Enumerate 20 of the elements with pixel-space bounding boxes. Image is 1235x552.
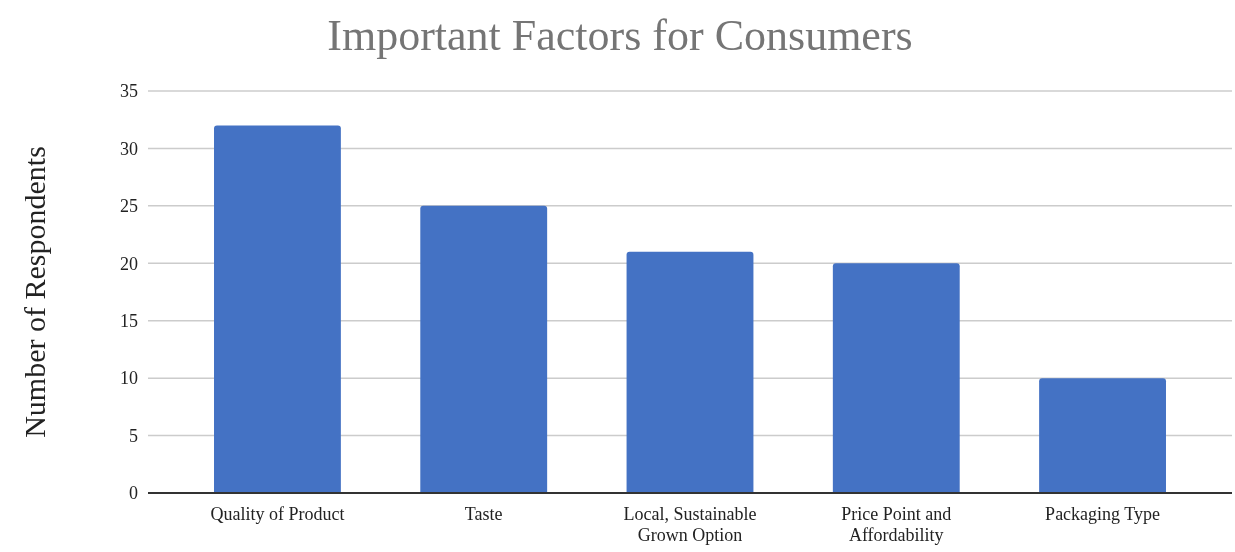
x-tick-label: Packaging Type (1045, 503, 1161, 524)
y-tick-label: 25 (120, 196, 138, 217)
y-tick-label: 5 (129, 425, 138, 446)
x-tick-label: Taste (464, 503, 503, 524)
bar (214, 125, 341, 493)
bar (626, 251, 754, 493)
y-tick-label: 0 (129, 483, 138, 504)
chart-title: Important Factors for Consumers (327, 11, 913, 60)
y-tick-label: 15 (120, 310, 138, 331)
bar (1039, 378, 1166, 493)
y-tick-label: 35 (120, 81, 138, 102)
y-tick-label: 10 (120, 368, 138, 389)
x-tick-label: Price Point and Affordability (841, 503, 952, 546)
bar (420, 205, 548, 493)
y-axis-title: Number of Respondents (18, 146, 51, 438)
x-tick-label: Local, Sustainable Grown Option (623, 503, 757, 546)
y-tick-label: 20 (120, 253, 138, 274)
bar (832, 263, 960, 493)
y-tick-label: 30 (120, 138, 138, 159)
x-tick-label: Quality of Product (210, 503, 345, 524)
